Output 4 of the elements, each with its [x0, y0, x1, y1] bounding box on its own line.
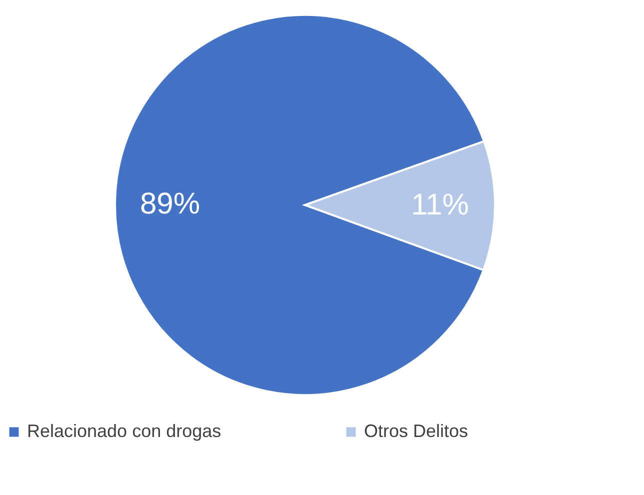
data-label: 11% [411, 188, 469, 222]
legend-label: Relacionado con drogas [27, 421, 222, 441]
legend-label: Otros Delitos [364, 421, 468, 441]
data-label: 89% [140, 188, 200, 221]
